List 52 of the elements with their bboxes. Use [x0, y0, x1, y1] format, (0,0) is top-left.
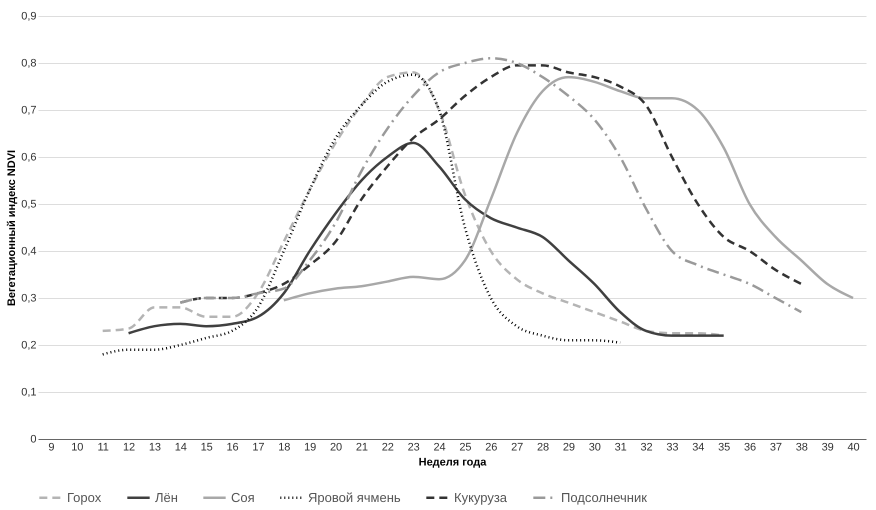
x-tick-label: 9	[48, 442, 54, 454]
legend-label: Подсолнечник	[561, 490, 648, 505]
x-tick-label: 29	[562, 442, 576, 454]
y-tick-label: 0,1	[21, 386, 36, 398]
y-tick-label: 0,7	[21, 104, 36, 116]
x-tick-label: 32	[640, 442, 653, 454]
x-tick-label: 15	[200, 442, 213, 454]
x-axis-title: Неделя года	[418, 456, 488, 468]
x-tick-label: 12	[122, 442, 136, 454]
legend-label: Лён	[155, 490, 178, 505]
x-tick-label: 30	[588, 442, 601, 454]
y-tick-label: 0,9	[21, 10, 36, 22]
y-tick-label: 0,3	[21, 292, 36, 304]
y-axis-title: Вегетационный индекс NDVI	[6, 150, 18, 306]
x-tick-label: 22	[382, 442, 394, 454]
x-tick-label: 10	[71, 442, 84, 454]
x-tick-label: 36	[744, 442, 756, 454]
x-tick-label: 37	[770, 442, 782, 454]
x-tick-label: 35	[718, 442, 730, 454]
x-tick-label: 14	[174, 442, 187, 454]
x-tick-label: 25	[459, 442, 472, 454]
x-tick-label: 26	[485, 442, 498, 454]
y-tick-label: 0,5	[21, 198, 36, 210]
x-tick-label: 31	[614, 442, 627, 454]
legend-label: Горох	[67, 490, 102, 505]
legend-label: Кукуруза	[454, 490, 508, 505]
x-tick-label: 40	[847, 442, 860, 454]
line-series	[101, 74, 622, 356]
x-tick-label: 21	[356, 442, 368, 454]
y-tick-label: 0	[30, 434, 36, 446]
line-series	[127, 142, 725, 337]
y-tick-label: 0,4	[21, 246, 36, 258]
x-tick-label: 18	[278, 442, 290, 454]
x-tick-label: 13	[148, 442, 162, 454]
y-tick-label: 0,8	[21, 58, 36, 70]
x-tick-label: 20	[330, 442, 342, 454]
x-tick-label: 33	[666, 442, 679, 454]
x-tick-label: 39	[822, 442, 834, 454]
x-tick-label: 19	[304, 442, 316, 454]
legend-label: Соя	[231, 490, 255, 505]
x-tick-label: 17	[252, 442, 265, 454]
y-tick-label: 0,6	[21, 152, 36, 164]
x-tick-label: 34	[692, 442, 704, 454]
y-tick-label: 0,2	[21, 340, 36, 352]
x-tick-label: 16	[226, 442, 239, 454]
x-tick-label: 38	[796, 442, 808, 454]
x-tick-label: 23	[408, 442, 420, 454]
x-tick-label: 27	[511, 442, 524, 454]
legend-label: Яровой ячмень	[308, 490, 401, 505]
x-tick-label: 28	[536, 442, 550, 454]
x-tick-label: 11	[97, 442, 109, 454]
x-tick-label: 24	[433, 442, 446, 454]
